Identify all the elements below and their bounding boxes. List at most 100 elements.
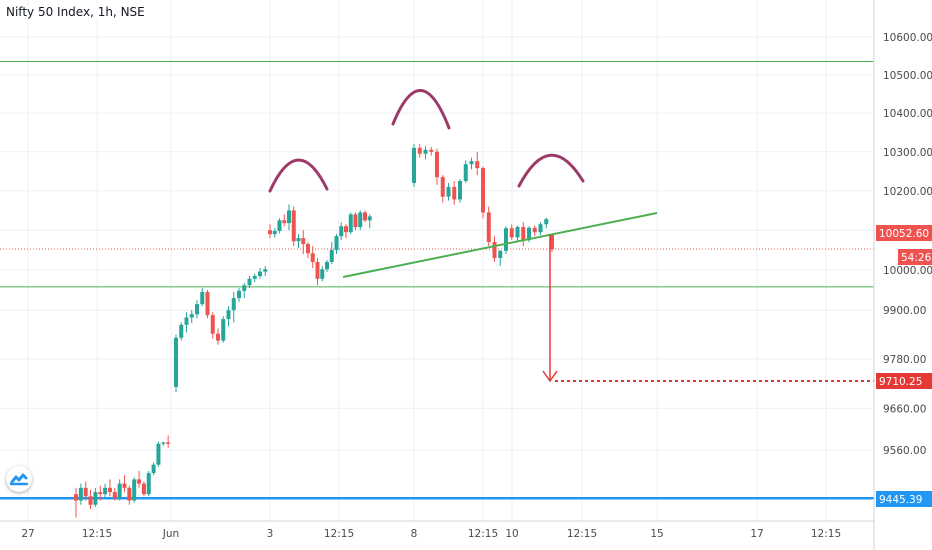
candle-body (538, 224, 543, 233)
candle-body (334, 236, 339, 251)
candle-body (252, 276, 257, 279)
price-tick-label: 10300.00 (883, 147, 932, 159)
candle-body (146, 473, 151, 495)
candle-body (320, 269, 325, 279)
price-tick-label: 10000.00 (883, 265, 932, 277)
candle-body (296, 238, 301, 242)
candle-body (412, 147, 416, 183)
candle-body (78, 487, 83, 501)
candle-body (550, 234, 554, 250)
time-tick-label: 12:15 (468, 528, 498, 540)
candle-body (287, 210, 291, 224)
candle-body (325, 262, 329, 270)
candle-body (83, 487, 88, 497)
candle-body (527, 227, 531, 241)
candle-body (210, 315, 215, 334)
time-tick-label: 10 (505, 528, 518, 540)
left-shoulder-arc[interactable] (268, 158, 329, 193)
support-price-tag-background (876, 491, 932, 507)
candle-body (237, 290, 241, 299)
candle-body (291, 210, 296, 242)
candle-body (423, 149, 428, 154)
countdown-tag-background (898, 249, 932, 265)
candle-body (435, 151, 439, 178)
candle-body (446, 186, 451, 197)
right-shoulder-arc[interactable] (517, 153, 585, 188)
target-price-tag-background (876, 373, 932, 389)
candle-body (452, 186, 457, 200)
candle-body (117, 483, 122, 499)
candle-body (339, 226, 344, 237)
head-arc[interactable] (391, 89, 451, 130)
candle-body (498, 250, 503, 259)
candle-body (306, 244, 310, 254)
price-tick-label: 9900.00 (883, 305, 926, 317)
candle-body (156, 443, 161, 465)
candle-body (492, 242, 497, 259)
time-tick-label: 27 (21, 528, 34, 540)
candle-body (205, 292, 210, 316)
neckline-trendline[interactable] (342, 212, 658, 278)
candle-body (263, 269, 268, 272)
price-tick-label: 10200.00 (883, 186, 932, 198)
price-tick-label: 10500.00 (883, 70, 932, 82)
candle-body (282, 220, 287, 224)
candle-body (463, 164, 468, 181)
candle-body (231, 298, 236, 311)
candle-body (329, 250, 334, 263)
price-tick-label: 10600.00 (883, 32, 932, 44)
candle-body (486, 212, 491, 243)
candle-body (509, 228, 514, 238)
candle-body (310, 253, 315, 263)
logo-glyph-icon (9, 473, 29, 486)
candle-body (226, 310, 231, 320)
time-tick-label: 12:15 (567, 528, 597, 540)
candle-body (363, 212, 367, 221)
candle-body (544, 219, 549, 225)
chart-title: Nifty 50 Index, 1h, NSE (4, 5, 147, 19)
candle-body (195, 304, 199, 315)
time-tick-label: 17 (750, 528, 763, 540)
candle-body (107, 487, 112, 493)
candle-body (141, 483, 146, 495)
candle-body (216, 333, 220, 341)
target-arrow-head (542, 370, 558, 383)
candle-body (515, 227, 520, 238)
candle-body (301, 238, 306, 245)
horizontal-lines (0, 61, 874, 500)
current-price-tag-background (876, 225, 932, 241)
time-tick-label: 12:15 (324, 528, 354, 540)
candle-body (242, 285, 247, 291)
time-tick-label: 12:15 (82, 528, 112, 540)
pattern-drawings (268, 89, 874, 383)
price-tick-label: 10400.00 (883, 108, 932, 120)
candle-body (367, 216, 372, 221)
candle-body (103, 487, 108, 495)
candle-body (93, 492, 98, 505)
time-tick-label: 8 (411, 528, 418, 540)
time-tick-label: 15 (650, 528, 663, 540)
candle-body (151, 464, 156, 474)
candle-body (521, 227, 526, 241)
candle-body (277, 220, 282, 231)
countdown-tag: 54:26 (901, 252, 932, 264)
candle-body (200, 292, 205, 305)
price-tags: 10052.60 54:26 9710.25 9445.39 (876, 225, 932, 507)
candle-body (122, 483, 127, 488)
candle-body (98, 492, 103, 495)
candle-body (504, 228, 508, 251)
candle-body (179, 324, 184, 338)
candle-body (315, 262, 320, 279)
candle-body (247, 278, 252, 286)
support-price-tag: 9445.39 (879, 494, 922, 506)
time-tick-label: 12:15 (811, 528, 841, 540)
candle-body (221, 319, 226, 341)
candle-body (112, 492, 117, 499)
target-price-tag: 9710.25 (879, 376, 922, 388)
time-axis[interactable]: 27 12:15 Jun 3 12:15 8 12:15 10 12:15 15 17 12:15 (0, 520, 874, 540)
candle-body (161, 442, 166, 444)
tradingview-logo-icon[interactable] (6, 466, 32, 492)
